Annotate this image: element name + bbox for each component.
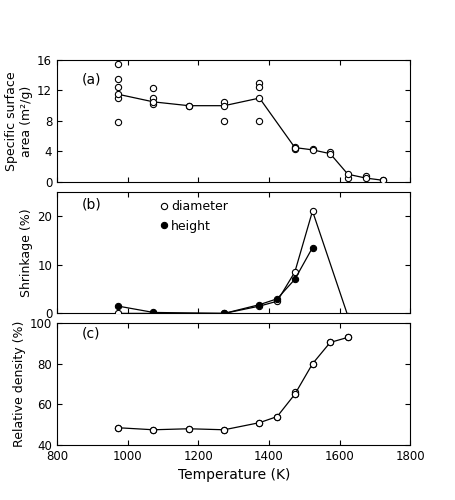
height: [309, 244, 314, 250]
Text: (b): (b): [81, 198, 101, 211]
diameter: [256, 303, 262, 309]
height: [292, 276, 297, 282]
Y-axis label: Relative density (%): Relative density (%): [13, 321, 25, 448]
Legend: diameter, height: diameter, height: [162, 200, 228, 232]
Y-axis label: Specific surface
area (m²/g): Specific surface area (m²/g): [5, 71, 33, 170]
height: [221, 310, 227, 316]
diameter: [221, 310, 227, 316]
diameter: [292, 269, 297, 275]
height: [151, 310, 156, 316]
height: [274, 296, 279, 302]
Line: diameter: diameter: [115, 208, 350, 319]
height: [115, 303, 121, 309]
Text: (a): (a): [81, 72, 101, 86]
Y-axis label: Shrinkage (%): Shrinkage (%): [20, 208, 33, 297]
height: [256, 302, 262, 308]
diameter: [274, 298, 279, 304]
diameter: [115, 310, 121, 316]
X-axis label: Temperature (K): Temperature (K): [177, 468, 289, 482]
Line: height: height: [115, 244, 315, 316]
Text: (c): (c): [81, 327, 100, 341]
diameter: [344, 313, 350, 319]
diameter: [151, 310, 156, 316]
diameter: [309, 208, 314, 214]
